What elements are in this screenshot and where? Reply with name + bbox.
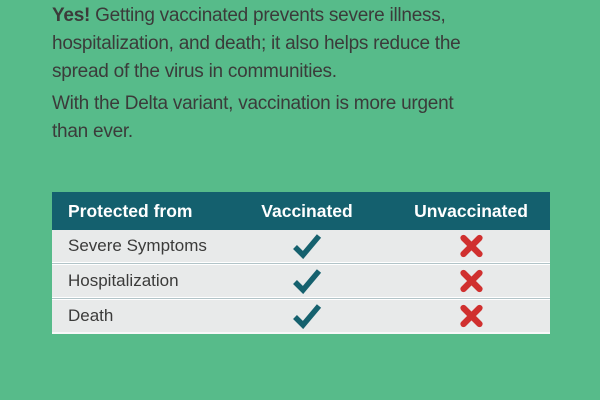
intro-line-1-rest: Getting vaccinated prevents severe illne… bbox=[95, 5, 446, 26]
cross-icon bbox=[459, 269, 483, 293]
row-label: Death bbox=[68, 306, 114, 325]
table-header-row: Protected from Vaccinated Unvaccinated bbox=[52, 192, 550, 230]
vaccinated-cell bbox=[222, 303, 392, 330]
unvaccinated-cell bbox=[392, 269, 550, 293]
protection-table: Protected from Vaccinated Unvaccinated S… bbox=[52, 192, 550, 334]
table-row-death: Death bbox=[52, 300, 550, 332]
check-icon bbox=[293, 269, 322, 295]
unvaccinated-cell bbox=[392, 304, 550, 328]
check-icon bbox=[293, 234, 322, 260]
table-row-severe-symptoms: Severe Symptoms bbox=[52, 230, 550, 262]
row-label: Hospitalization bbox=[68, 271, 179, 290]
intro-line-1: Yes! Getting vaccinated prevents severe … bbox=[52, 2, 460, 30]
delta-paragraph: With the Delta variant, vaccination is m… bbox=[52, 90, 454, 146]
vaccinated-cell bbox=[222, 268, 392, 295]
intro-line-2: hospitalization, and death; it also help… bbox=[52, 33, 461, 54]
vaccinated-cell bbox=[222, 233, 392, 260]
column-header-protected-from: Protected from bbox=[68, 200, 193, 221]
row-divider bbox=[52, 297, 550, 300]
unvaccinated-cell bbox=[392, 234, 550, 258]
intro-paragraph: Yes! Getting vaccinated prevents severe … bbox=[52, 2, 461, 86]
column-header-unvaccinated: Unvaccinated bbox=[414, 200, 528, 221]
table-row-hospitalization: Hospitalization bbox=[52, 265, 550, 297]
lead-word: Yes! bbox=[52, 5, 91, 26]
check-icon bbox=[293, 304, 322, 330]
table-body: Severe Symptoms Hospitalization bbox=[52, 230, 550, 334]
row-divider bbox=[52, 262, 550, 265]
column-header-vaccinated: Vaccinated bbox=[261, 200, 353, 221]
delta-line-1: With the Delta variant, vaccination is m… bbox=[52, 93, 454, 114]
delta-line-2: than ever. bbox=[52, 121, 133, 142]
row-label: Severe Symptoms bbox=[68, 236, 207, 255]
cross-icon bbox=[459, 304, 483, 328]
cross-icon bbox=[459, 234, 483, 258]
intro-line-3: spread of the virus in communities. bbox=[52, 61, 337, 82]
